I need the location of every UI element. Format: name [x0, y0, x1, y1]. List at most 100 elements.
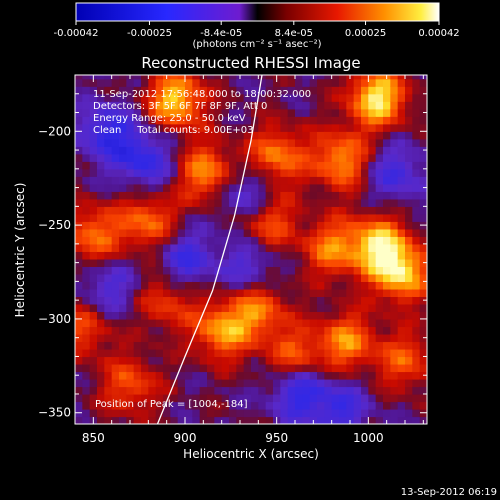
x-tick-label: 950: [265, 431, 288, 445]
heatmap-cell: [353, 296, 362, 305]
heatmap-cell: [375, 341, 384, 350]
heatmap-cell: [251, 93, 259, 102]
heatmap-cell: [361, 108, 369, 117]
heatmap-cell: [412, 348, 421, 358]
heatmap-cell: [265, 311, 274, 320]
heatmap-cell: [375, 86, 384, 95]
heatmap-cell: [89, 303, 98, 313]
heatmap-cell: [170, 318, 179, 328]
heatmap-cell: [97, 78, 105, 87]
heatmap-cell: [111, 273, 120, 282]
heatmap-cell: [111, 75, 120, 80]
heatmap-cell: [324, 228, 333, 237]
heatmap-cell: [192, 153, 201, 162]
heatmap-cell: [368, 326, 377, 335]
heatmap-cell: [89, 296, 98, 305]
heatmap-cell: [126, 176, 135, 185]
heatmap-cell: [126, 243, 135, 252]
heatmap-cell: [185, 213, 193, 222]
annotation-detectors: Detectors: 3F 5F 6F 7F 8F 9F, Att 0: [93, 101, 267, 112]
heatmap-cell: [353, 176, 362, 185]
heatmap-cell: [82, 78, 91, 87]
heatmap-cell: [75, 228, 83, 237]
heatmap-cell: [273, 243, 281, 252]
heatmap-cell: [177, 228, 186, 237]
heatmap-cell: [214, 116, 223, 125]
heatmap-cell: [170, 296, 179, 305]
heatmap-cell: [273, 251, 281, 260]
heatmap-cell: [280, 311, 289, 320]
heatmap-cell: [177, 273, 186, 282]
heatmap-cell: [89, 183, 98, 192]
heatmap-cell: [383, 108, 391, 117]
heatmap-cell: [119, 296, 127, 305]
heatmap-cell: [243, 333, 252, 343]
heatmap-cell: [368, 318, 377, 328]
heatmap-cell: [309, 123, 318, 132]
heatmap-cell: [331, 341, 340, 350]
heatmap-cell: [148, 168, 157, 177]
heatmap-cell: [199, 183, 208, 192]
heatmap-cell: [280, 408, 289, 418]
heatmap-cell: [163, 243, 171, 252]
heatmap-cell: [192, 93, 201, 102]
heatmap-cell: [185, 236, 193, 245]
heatmap-cell: [229, 348, 237, 358]
heatmap-cell: [192, 236, 201, 245]
heatmap-cell: [192, 251, 201, 260]
heatmap-cell: [111, 341, 120, 350]
heatmap-cell: [155, 356, 164, 365]
heatmap-cell: [119, 371, 127, 380]
heatmap-cell: [155, 213, 164, 222]
heatmap-cell: [155, 168, 164, 177]
heatmap-cell: [177, 206, 186, 215]
heatmap-cell: [302, 183, 311, 192]
heatmap-cell: [192, 221, 201, 230]
heatmap-cell: [265, 86, 274, 95]
heatmap-cell: [258, 401, 267, 410]
heatmap-cell: [163, 303, 171, 313]
heatmap-cell: [353, 123, 362, 132]
heatmap-cell: [141, 273, 149, 282]
heatmap-cell: [97, 303, 105, 313]
heatmap-cell: [133, 401, 142, 410]
heatmap-cell: [368, 153, 377, 162]
heatmap-cell: [251, 401, 259, 410]
heatmap-cell: [251, 108, 259, 117]
heatmap-cell: [324, 191, 333, 200]
heatmap-cell: [111, 318, 120, 328]
heatmap-cell: [317, 401, 325, 410]
heatmap-cell: [287, 318, 296, 328]
heatmap-cell: [82, 333, 91, 343]
heatmap-cell: [133, 393, 142, 403]
heatmap-cell: [317, 131, 325, 140]
heatmap-cell: [302, 303, 311, 313]
heatmap-cell: [141, 288, 149, 298]
heatmap-cell: [317, 75, 325, 80]
heatmap-cell: [273, 176, 281, 185]
heatmap-cell: [148, 108, 157, 117]
heatmap-cell: [375, 138, 384, 147]
heatmap-cell: [397, 108, 406, 117]
heatmap-cell: [331, 356, 340, 365]
heatmap-cell: [170, 198, 179, 207]
heatmap-cell: [192, 198, 201, 207]
heatmap-cell: [339, 401, 347, 410]
heatmap-cell: [185, 78, 193, 87]
heatmap-cell: [383, 371, 391, 380]
heatmap-cell: [141, 266, 149, 275]
heatmap-cell: [207, 281, 215, 290]
heatmap-cell: [280, 386, 289, 395]
heatmap-cell: [295, 266, 303, 275]
heatmap-cell: [273, 303, 281, 313]
heatmap-cell: [192, 408, 201, 418]
heatmap-cell: [295, 228, 303, 237]
heatmap-cell: [229, 266, 237, 275]
heatmap-cell: [229, 408, 237, 418]
heatmap-cell: [383, 228, 391, 237]
heatmap-cell: [405, 206, 413, 215]
heatmap-cell: [163, 363, 171, 373]
heatmap-cell: [265, 318, 274, 328]
heatmap-cell: [368, 93, 377, 102]
heatmap-cell: [126, 251, 135, 260]
